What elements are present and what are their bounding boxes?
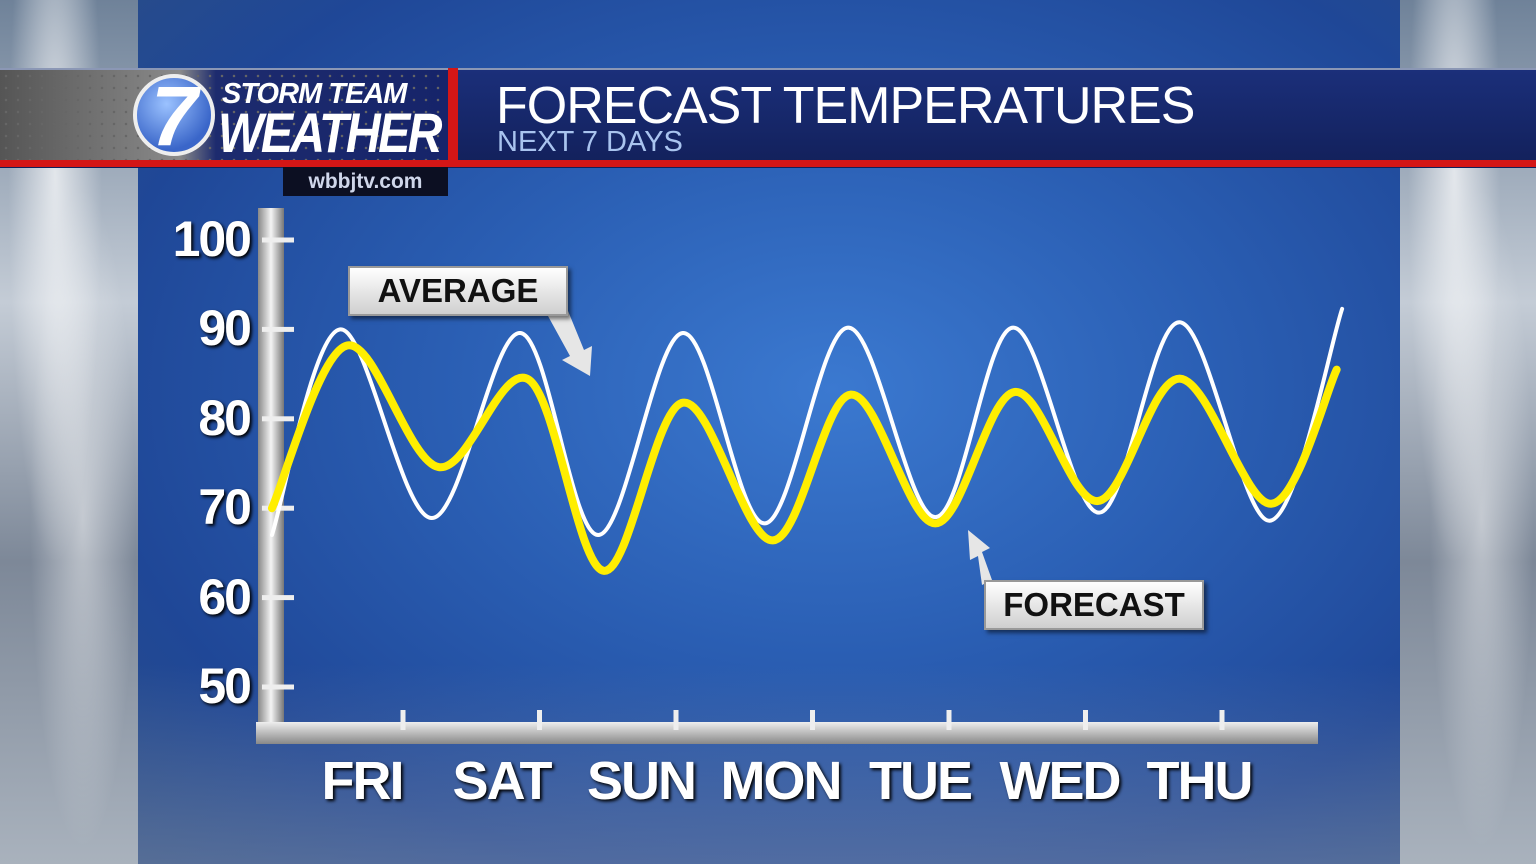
forecast-line [267,341,1341,575]
brand-top: STORM TEAM [222,78,407,110]
channel-7-logo: 7 [133,69,215,163]
y-tick-label: 90 [198,300,252,357]
y-tick [262,684,294,690]
x-tick [400,710,406,730]
x-tick [1219,710,1225,730]
x-tick [810,710,815,730]
x-tick-label: WED [999,751,1122,811]
x-tick-label: TUE [869,751,973,811]
station-url: wbbjtv.com [283,167,448,196]
x-tick-label: THU [1146,751,1254,811]
x-tick-label: SUN [587,751,697,811]
y-tick [262,237,294,243]
average-label: AVERAGE [348,266,568,316]
y-tick [262,595,294,601]
x-tick [946,710,952,730]
forecast-arrow-icon [968,530,992,585]
header-red-line [0,160,1536,167]
y-tick-label: 100 [172,211,252,267]
average-line [269,306,1345,538]
y-tick-label: 50 [198,658,252,714]
x-tick [673,710,679,730]
y-tick [262,416,294,422]
average-arrow-icon [548,306,592,376]
x-tick [537,710,542,730]
y-tick-label: 60 [198,568,252,625]
y-tick [262,326,294,332]
brand-bottom: WEATHER [218,101,442,164]
x-tick-label: FRI [321,751,405,811]
forecast-label: FORECAST [984,580,1204,630]
page-subtitle: NEXT 7 DAYS [497,126,683,158]
y-tick-label: 80 [198,389,252,446]
x-tick-label: SAT [452,751,553,811]
page-title: FORECAST TEMPERATURES [496,77,1195,135]
x-tick-label: MON [720,751,843,811]
x-axis [256,722,1318,744]
y-tick-label: 70 [198,479,252,536]
y-axis [258,208,284,724]
logo-box [0,70,450,162]
header-divider [448,68,458,167]
x-tick [1083,710,1088,730]
